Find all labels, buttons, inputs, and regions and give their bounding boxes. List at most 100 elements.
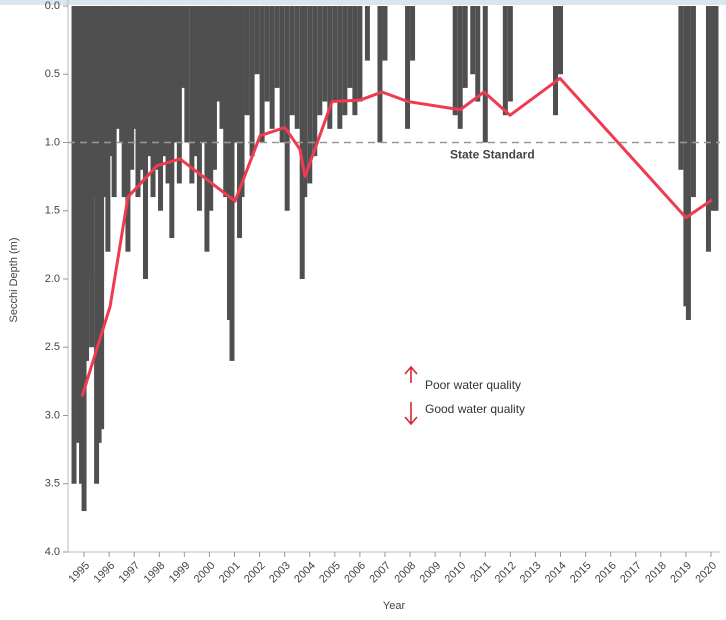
bar	[196, 6, 202, 211]
bar	[713, 6, 719, 211]
x-tick-label: 1996	[92, 560, 118, 586]
bar	[79, 6, 85, 484]
bar	[683, 6, 689, 307]
reference-label: State Standard	[450, 148, 535, 162]
bar	[204, 6, 210, 252]
plot-area	[71, 6, 719, 512]
x-tick-label: 2014	[543, 560, 569, 586]
x-tick-label: 2000	[192, 560, 218, 586]
bar	[377, 6, 383, 143]
bar	[239, 6, 245, 198]
x-tick-label: 2004	[292, 560, 318, 586]
x-tick-label: 2008	[392, 560, 418, 586]
y-tick-label: 2.0	[45, 273, 60, 285]
bar	[364, 6, 370, 61]
bar	[180, 6, 186, 88]
bar	[86, 6, 92, 279]
bar	[139, 6, 145, 170]
bar	[226, 6, 232, 320]
bar	[507, 6, 513, 102]
arrow-down	[404, 402, 418, 426]
bar	[237, 6, 243, 239]
bar	[115, 6, 121, 129]
bar	[161, 6, 167, 157]
bar	[74, 6, 80, 402]
x-tick-label: 2010	[443, 560, 469, 586]
top-band	[0, 0, 726, 5]
bar	[558, 6, 564, 75]
bar	[200, 6, 206, 143]
bar	[289, 6, 295, 116]
bar	[347, 6, 353, 88]
x-tick-label: 1999	[167, 560, 193, 586]
x-tick-label: 2017	[618, 560, 644, 586]
x-tick-label: 2005	[317, 560, 343, 586]
y-tick-label: 1.5	[45, 205, 60, 217]
x-tick-label: 2012	[493, 560, 519, 586]
x-tick-label: 1995	[66, 560, 92, 586]
y-axis-label: Secchi Depth (m)	[8, 238, 20, 323]
x-tick-label: 2011	[468, 560, 493, 585]
bar	[129, 6, 135, 170]
x-tick-label: 2018	[643, 560, 669, 586]
bar	[176, 6, 182, 184]
bar	[470, 6, 476, 75]
bar	[254, 6, 260, 75]
bar	[284, 6, 290, 211]
bar	[502, 6, 508, 116]
bar	[215, 6, 221, 102]
arrow-up	[404, 365, 418, 383]
bar	[150, 6, 156, 198]
x-tick-label: 2002	[242, 560, 268, 586]
bar	[457, 6, 463, 129]
y-tick-label: 3.0	[45, 409, 60, 421]
bar	[264, 6, 270, 102]
bar	[111, 6, 117, 198]
y-tick-label: 1.0	[45, 136, 60, 148]
bar	[193, 6, 199, 157]
bar	[165, 6, 171, 184]
bar	[234, 6, 240, 143]
bar	[71, 6, 77, 484]
bar	[327, 6, 333, 129]
bar	[462, 6, 468, 88]
bar	[307, 6, 313, 184]
bar	[99, 6, 105, 430]
bar	[84, 6, 90, 361]
bar	[96, 6, 102, 443]
bar	[173, 6, 179, 143]
bar	[135, 6, 141, 198]
bar	[76, 6, 82, 443]
bar	[189, 6, 195, 184]
y-tick-label: 3.5	[45, 478, 60, 490]
bar	[101, 6, 107, 198]
x-tick-label: 2019	[668, 560, 694, 586]
bar	[208, 6, 214, 211]
y-tick-label: 0.0	[45, 0, 60, 12]
bar	[705, 6, 711, 252]
bar	[337, 6, 343, 129]
x-tick-label: 2016	[593, 560, 619, 586]
bar	[249, 6, 255, 157]
bar	[89, 6, 95, 348]
bar	[94, 6, 100, 484]
x-axis-label: Year	[383, 600, 406, 612]
bar	[211, 6, 217, 170]
y-tick-label: 2.5	[45, 341, 60, 353]
x-tick-label: 2001	[217, 560, 243, 586]
x-tick-label: 2013	[518, 560, 544, 586]
bar	[552, 6, 558, 116]
bar	[121, 6, 127, 198]
bar	[81, 6, 87, 512]
y-tick-label: 0.5	[45, 68, 60, 80]
bar	[274, 6, 280, 88]
bar	[105, 6, 111, 252]
bar	[125, 6, 131, 252]
annotation: Good water quality	[425, 402, 525, 416]
bar	[184, 6, 190, 143]
bar	[475, 6, 481, 102]
bar	[223, 6, 229, 198]
bar	[452, 6, 458, 116]
bar	[146, 6, 152, 157]
